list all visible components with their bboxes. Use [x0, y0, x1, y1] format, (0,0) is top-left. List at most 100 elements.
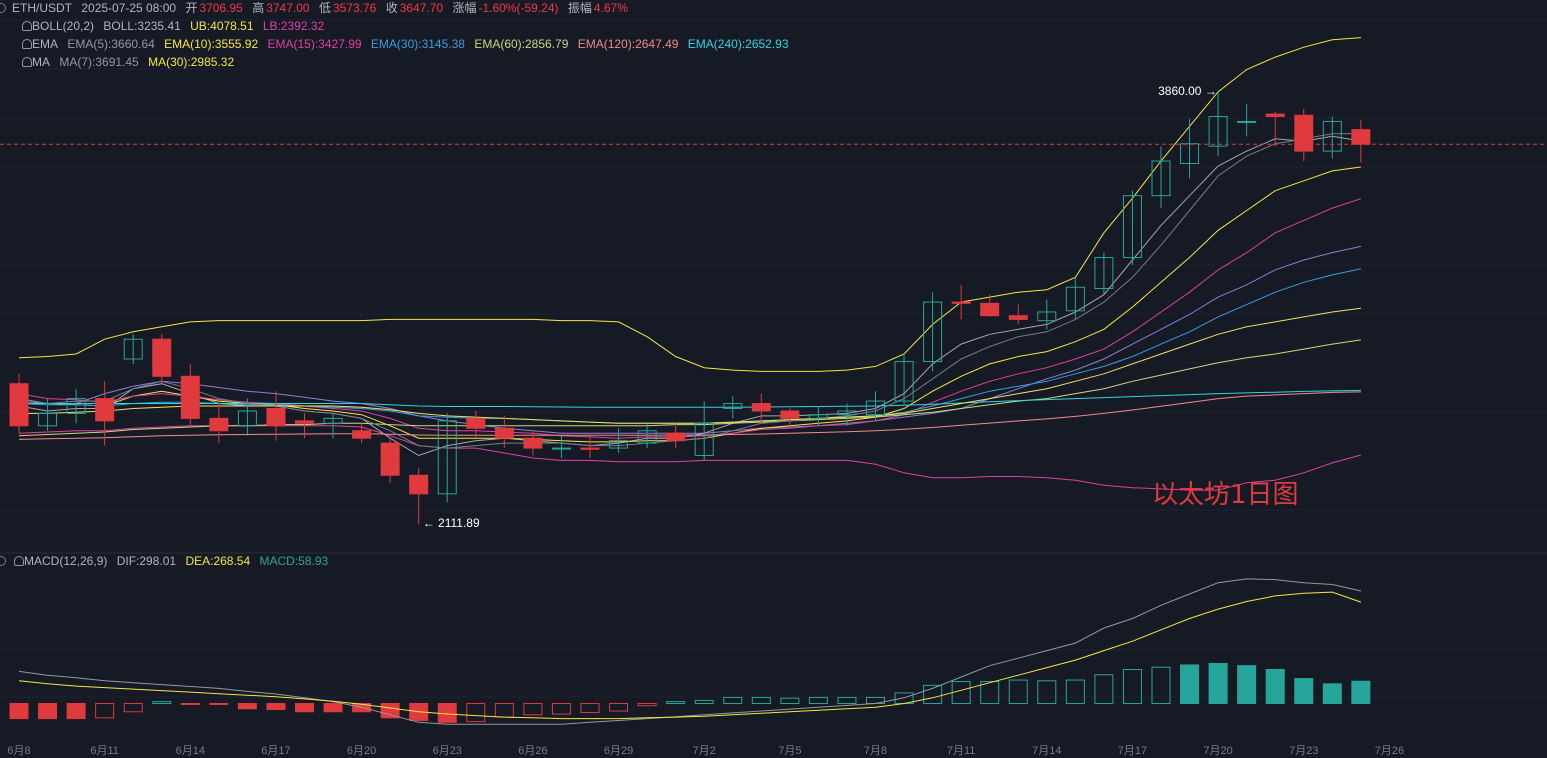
candle	[780, 408, 800, 429]
macd-bar	[1122, 668, 1142, 704]
macd-bar	[323, 702, 343, 713]
x-tick-label: 6月26	[518, 745, 548, 757]
x-tick-label: 7月11	[946, 745, 976, 757]
series-line-boll-ub	[18, 37, 1361, 372]
candle-body	[9, 383, 29, 427]
boll-name: BOLL(20,2)	[32, 19, 95, 33]
macd-bar	[523, 702, 543, 716]
candle-body	[66, 398, 86, 414]
candle	[380, 438, 400, 483]
candle-body	[1322, 120, 1342, 152]
macd-bar	[1180, 664, 1200, 704]
macd-bar	[380, 702, 400, 719]
open-label: 开	[185, 1, 198, 15]
candle-body	[580, 447, 600, 450]
x-tick-label: 6月14	[175, 745, 205, 757]
macd-bar	[723, 696, 743, 704]
candle-body	[95, 398, 115, 422]
macd-bar	[808, 696, 828, 704]
x-tick-label: 7月23	[1289, 745, 1319, 757]
macd-bar	[1351, 680, 1371, 704]
candle	[637, 423, 657, 449]
macd-bar	[237, 702, 257, 710]
bell-icon[interactable]	[22, 57, 32, 67]
macd-bar	[494, 702, 514, 718]
candle-body	[466, 417, 486, 429]
candle	[1122, 190, 1142, 265]
series-line-ema-10-	[18, 166, 1361, 443]
collapse-icon[interactable]	[0, 556, 6, 566]
macd-dea-line	[18, 591, 1362, 720]
candle	[1322, 116, 1342, 159]
candle	[409, 467, 429, 525]
x-tick-label: 6月23	[432, 745, 462, 757]
macd-bar	[580, 702, 600, 714]
candle	[751, 393, 771, 424]
candle	[123, 334, 143, 364]
candle-body	[494, 427, 514, 439]
candle-body	[1180, 143, 1200, 165]
collapse-icon[interactable]	[0, 3, 6, 13]
candle	[9, 373, 29, 434]
macd-bar	[923, 684, 943, 704]
candle-body	[551, 447, 571, 450]
close-value: 3647.70	[399, 1, 444, 15]
candle-body	[1065, 286, 1085, 312]
candle	[437, 413, 457, 503]
change-label: 涨幅	[452, 1, 477, 15]
macd-bar	[1008, 679, 1028, 704]
macd-bar	[9, 702, 29, 720]
macd-bar	[551, 702, 571, 715]
ma30: MA(30):2985.32	[148, 55, 235, 69]
macd-histogram	[9, 662, 1371, 723]
candle	[95, 381, 115, 446]
ema60: EMA(60):2856.79	[474, 37, 569, 51]
macd-lines	[18, 578, 1362, 725]
macd-bar	[837, 696, 857, 704]
candlesticks[interactable]	[9, 91, 1371, 525]
ema15: EMA(15):3427.99	[267, 37, 362, 51]
candle	[152, 334, 172, 384]
ma7: MA(7):3691.45	[59, 55, 139, 69]
macd-bar	[152, 701, 172, 704]
bell-icon[interactable]	[22, 21, 32, 31]
candle-body	[437, 420, 457, 495]
ema-name: EMA	[32, 37, 59, 51]
candle	[980, 294, 1000, 317]
x-tick-label: 6月17	[261, 745, 291, 757]
macd-bar	[295, 702, 314, 713]
x-tick-label: 7月20	[1203, 745, 1233, 757]
candle	[295, 413, 314, 439]
low-marker: ← 2111.89	[422, 516, 480, 531]
amplitude-value: 4.67%	[593, 1, 628, 15]
x-tick-label: 7月14	[1032, 745, 1062, 757]
macd-bar	[437, 702, 457, 723]
macd-bar	[66, 702, 86, 720]
candle-body	[1151, 160, 1171, 197]
candle-body	[694, 422, 714, 456]
candle	[66, 388, 86, 424]
ema-legend: EMA EMA(5):3660.64 EMA(10):3555.92 EMA(1…	[0, 36, 795, 52]
candle-body	[837, 410, 857, 416]
macd-bar	[780, 697, 800, 704]
candle	[1351, 119, 1371, 163]
candle-body	[38, 412, 58, 427]
macd-dif-line	[18, 578, 1362, 725]
candle-body	[180, 375, 200, 419]
macd-bar	[1065, 679, 1085, 704]
candle-body	[894, 360, 914, 402]
bell-icon[interactable]	[22, 39, 32, 49]
candle-body	[123, 338, 143, 360]
macd-value: MACD:58.93	[259, 554, 329, 568]
candle-body	[666, 432, 686, 442]
high-marker: 3860.00 →	[1158, 83, 1217, 98]
bell-icon[interactable]	[14, 556, 24, 566]
ma-legend: MA MA(7):3691.45 MA(30):2985.32	[0, 54, 240, 70]
candle-body	[1208, 116, 1228, 147]
candle-body	[295, 420, 314, 424]
grid	[0, 19, 1547, 698]
candle	[837, 403, 857, 426]
candle-body	[1008, 315, 1028, 320]
macd-bar	[466, 702, 486, 723]
